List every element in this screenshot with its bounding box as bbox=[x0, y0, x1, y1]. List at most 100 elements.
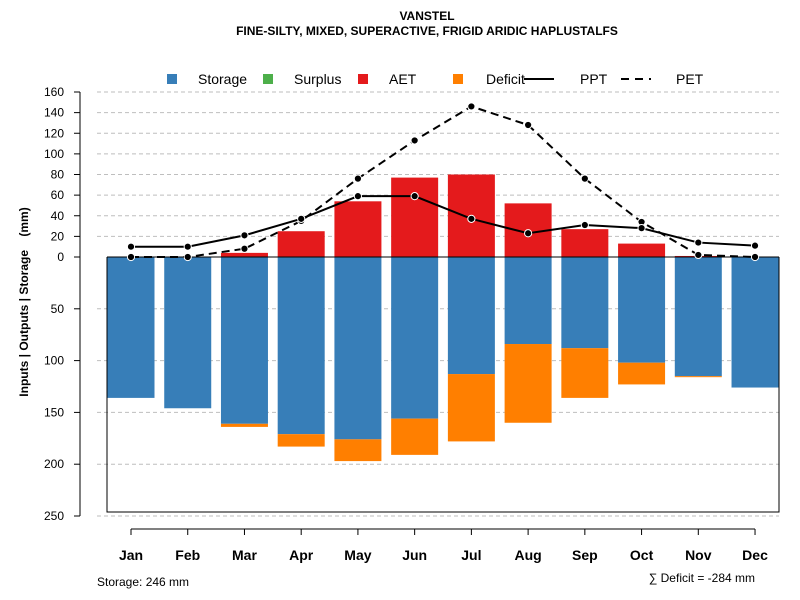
storage-bar bbox=[504, 257, 552, 345]
legend-swatch bbox=[358, 74, 368, 84]
aet-bar bbox=[561, 229, 609, 257]
deficit-bar bbox=[504, 344, 552, 423]
ppt-point bbox=[694, 238, 703, 247]
y-tick-label: 250 bbox=[44, 509, 64, 523]
legend-item: Storage bbox=[167, 71, 247, 87]
pet-point bbox=[524, 120, 533, 130]
legend-label: Deficit bbox=[486, 71, 525, 87]
storage-bar bbox=[334, 257, 382, 440]
legend-swatch bbox=[167, 74, 177, 84]
x-tick-label: Apr bbox=[289, 547, 314, 563]
y-tick-label: 0 bbox=[57, 250, 64, 264]
deficit-bar bbox=[391, 418, 439, 455]
ppt-point bbox=[353, 192, 363, 201]
deficit-bar bbox=[618, 362, 666, 385]
y-tick-label: 50 bbox=[51, 302, 65, 316]
storage-bar bbox=[618, 257, 666, 363]
ppt-point bbox=[297, 214, 306, 223]
pet-series bbox=[126, 102, 760, 262]
x-tick-label: Sep bbox=[572, 547, 598, 563]
legend-item: Deficit bbox=[453, 71, 525, 87]
y-axis-label: Inputs | Outputs | Storage (mm) bbox=[17, 207, 31, 396]
ppt-point bbox=[183, 242, 192, 251]
y-axis: 0 20 40 60 80 100 120 140 160 50 100 150 200 250 bbox=[44, 85, 81, 523]
pet-point bbox=[750, 252, 760, 262]
y-tick-label: 80 bbox=[51, 168, 65, 182]
aet-bar bbox=[277, 231, 325, 257]
y-tick-label: 160 bbox=[44, 85, 64, 99]
storage-bar bbox=[561, 257, 609, 349]
chart-title: VANSTEL bbox=[399, 9, 454, 23]
x-tick-label: Dec bbox=[742, 547, 768, 563]
deficit-bar bbox=[220, 423, 268, 427]
deficit-bar bbox=[561, 348, 609, 398]
legend: Storage Surplus AET Deficit PPT PET bbox=[167, 71, 704, 87]
x-tick-label: Jun bbox=[402, 547, 427, 563]
legend-item: PPT bbox=[524, 71, 608, 87]
ppt-point bbox=[410, 192, 419, 201]
legend-item: AET bbox=[358, 71, 417, 87]
y-tick-label: 200 bbox=[44, 457, 64, 471]
x-tick-label: Jan bbox=[119, 547, 143, 563]
ppt-point bbox=[750, 241, 760, 250]
legend-label: Storage bbox=[198, 71, 247, 87]
pet-point bbox=[580, 174, 589, 183]
deficit-bar bbox=[334, 439, 382, 462]
legend-item: PET bbox=[621, 71, 704, 87]
ppt-line bbox=[131, 195, 756, 248]
storage-bars bbox=[107, 257, 779, 440]
pet-line bbox=[131, 105, 756, 258]
storage-bar bbox=[164, 257, 212, 409]
x-tick-label: Oct bbox=[630, 547, 654, 563]
ppt-point bbox=[580, 220, 589, 230]
y-tick-label: 120 bbox=[44, 126, 64, 140]
deficit-bar bbox=[277, 434, 325, 447]
storage-bar bbox=[447, 257, 495, 375]
legend-label: AET bbox=[389, 71, 417, 87]
x-tick-label: Mar bbox=[232, 547, 257, 563]
x-tick-label: Jul bbox=[461, 547, 481, 563]
legend-label: PET bbox=[676, 71, 704, 87]
pet-point bbox=[410, 136, 419, 145]
storage-bar bbox=[674, 257, 722, 377]
deficit-total: ∑ Deficit = -284 mm bbox=[649, 571, 755, 585]
pet-point bbox=[126, 252, 136, 262]
aet-bar bbox=[334, 201, 382, 257]
ppt-point bbox=[467, 214, 476, 223]
storage-total: Storage: 246 mm bbox=[97, 575, 189, 589]
y-tick-label: 150 bbox=[44, 405, 64, 419]
y-tick-label: 20 bbox=[51, 229, 65, 243]
storage-bar bbox=[391, 257, 439, 419]
x-tick-label: Feb bbox=[175, 547, 200, 563]
chart-subtitle: FINE-SILTY, MIXED, SUPERACTIVE, FRIGID A… bbox=[236, 24, 618, 38]
legend-label: Surplus bbox=[294, 71, 341, 87]
storage-bar bbox=[731, 257, 779, 388]
pet-point bbox=[240, 244, 249, 253]
legend-label: PPT bbox=[580, 71, 608, 87]
legend-swatch bbox=[453, 74, 463, 84]
pet-point bbox=[694, 250, 703, 260]
deficit-bar bbox=[447, 374, 495, 442]
legend-swatch bbox=[263, 74, 273, 84]
y-tick-label: 140 bbox=[44, 106, 64, 120]
y-tick-label: 60 bbox=[51, 188, 65, 202]
pet-point bbox=[183, 252, 192, 262]
storage-bar bbox=[107, 257, 155, 398]
ppt-series bbox=[126, 192, 760, 251]
storage-bar bbox=[220, 257, 268, 424]
deficit-bars bbox=[220, 344, 722, 462]
y-tick-label: 40 bbox=[51, 209, 65, 223]
aet-bar bbox=[220, 252, 268, 257]
x-tick-label: May bbox=[344, 547, 371, 563]
plot-frame bbox=[106, 257, 780, 513]
y-tick-label: 100 bbox=[44, 354, 64, 368]
x-axis: Jan Feb Mar Apr May Jun Jul Aug Sep Oct Nov Dec bbox=[119, 528, 768, 563]
aet-bar bbox=[391, 177, 439, 257]
x-tick-label: Nov bbox=[685, 547, 712, 563]
pet-point bbox=[467, 102, 476, 111]
ppt-point bbox=[126, 242, 136, 251]
storage-bar bbox=[277, 257, 325, 435]
aet-bar bbox=[618, 243, 666, 257]
pet-point bbox=[353, 174, 363, 183]
